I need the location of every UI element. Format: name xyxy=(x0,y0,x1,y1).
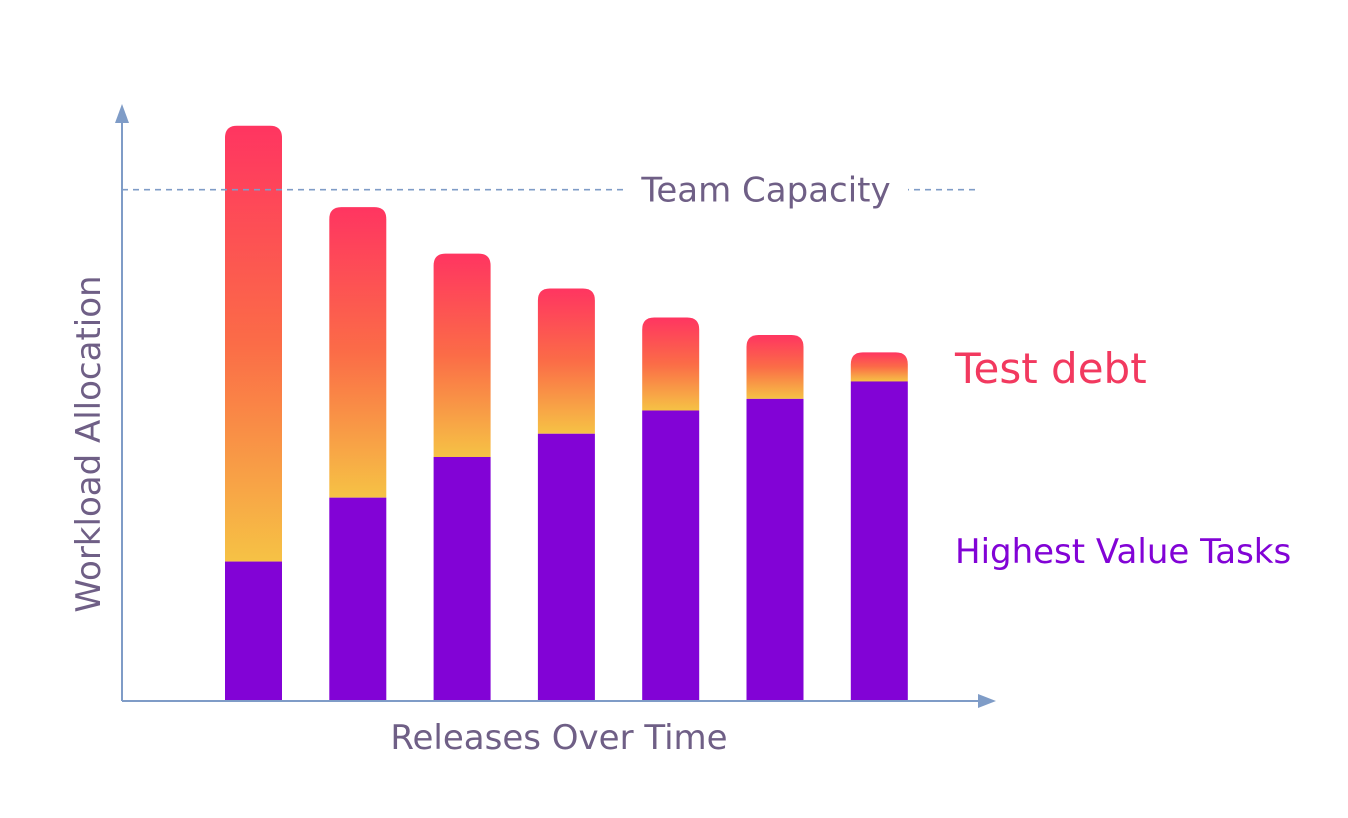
bar-highest-value-6 xyxy=(746,398,804,701)
bar-highest-value-4 xyxy=(537,433,595,701)
bar-test-debt-7 xyxy=(850,352,908,382)
team-capacity-label-background xyxy=(628,169,908,210)
y-axis-arrow-icon xyxy=(115,104,129,123)
legend-highest-value-tasks: Highest Value Tasks xyxy=(955,532,1291,572)
bar-test-debt-4 xyxy=(537,288,595,434)
bar-test-debt-2 xyxy=(329,207,387,498)
x-axis-arrow-icon xyxy=(978,694,996,708)
x-axis-label: Releases Over Time xyxy=(390,718,727,758)
bar-highest-value-1 xyxy=(225,561,282,701)
bar-test-debt-3 xyxy=(433,253,491,457)
bar-test-debt-5 xyxy=(642,317,700,411)
bar-highest-value-2 xyxy=(329,497,387,701)
bar-test-debt-1 xyxy=(225,125,282,562)
bar-highest-value-5 xyxy=(642,410,700,701)
legend-test-debt: Test debt xyxy=(954,344,1147,393)
y-axis-label: Workload Allocation xyxy=(69,275,109,612)
team-capacity-label: Team Capacity xyxy=(640,171,890,211)
bar-highest-value-3 xyxy=(433,456,491,701)
bar-test-debt-6 xyxy=(746,334,804,399)
bar-highest-value-7 xyxy=(850,381,908,701)
bars-group xyxy=(225,125,908,701)
